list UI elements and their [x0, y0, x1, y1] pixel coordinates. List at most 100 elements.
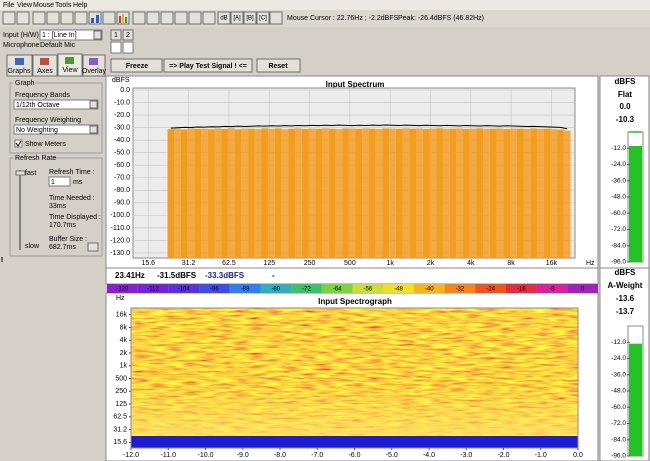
band-bar [301, 128, 309, 258]
band-bar [274, 128, 282, 258]
x-tick-label: 0.0 [573, 452, 583, 459]
slider-thumb[interactable] [15, 170, 26, 176]
channel-box[interactable] [122, 41, 134, 54]
refresh-input[interactable] [48, 176, 71, 187]
band-bar [241, 128, 249, 258]
tab[interactable] [32, 54, 58, 77]
freeze-button[interactable] [110, 58, 163, 73]
tab-label: Overlay [82, 68, 107, 75]
band-bar [201, 128, 208, 258]
tab-label: Axes [37, 68, 53, 75]
menu-item[interactable]: File [3, 2, 14, 9]
band-bar [476, 128, 484, 258]
y-tick-label: 250 [115, 388, 127, 395]
x-tick-label: -7.0 [311, 452, 323, 459]
channel-label: 1 [114, 32, 118, 39]
y-tick-label: -70.0 [114, 175, 130, 182]
tab[interactable] [6, 54, 33, 77]
field-label: Refresh Time : [49, 169, 95, 176]
y-tick-label: -50.0 [114, 150, 130, 157]
colorbar-cell [567, 284, 598, 293]
dropdown-arrow[interactable] [93, 30, 102, 40]
input-select[interactable] [39, 29, 103, 41]
chart-title: Input Spectrum [326, 80, 385, 89]
weighting-select[interactable] [13, 124, 99, 135]
toolbar-icons[interactable] [2, 11, 283, 25]
band-bar [436, 128, 443, 258]
bands-select[interactable] [13, 99, 99, 110]
meter-unit: dBFS [615, 77, 637, 86]
x-tick-label: 15.6 [141, 260, 155, 267]
y-tick-label: -30.0 [114, 124, 130, 131]
mic-value: Default Mic [40, 42, 76, 49]
band-bar [469, 128, 477, 258]
y-tick-label: 2k [120, 350, 128, 357]
meter-tick-label: -72.0 [611, 226, 626, 233]
meter-tick-label: -24.0 [611, 355, 626, 362]
band-bar [180, 129, 188, 258]
meter-tick-label: -60.0 [611, 210, 626, 217]
toolbar-button[interactable] [256, 11, 270, 25]
menu-item[interactable]: View [17, 2, 33, 9]
y-tick-label: 62.5 [113, 414, 127, 421]
band-bar [510, 128, 517, 258]
band-bar [288, 128, 296, 258]
x-tick-label: -10.0 [198, 452, 214, 459]
band-bar [328, 128, 336, 258]
checkbox[interactable] [14, 139, 23, 148]
tab-selected[interactable] [57, 53, 83, 77]
band-bar [503, 129, 511, 258]
band-bar [563, 130, 571, 258]
tab-label: View [62, 67, 78, 74]
readout-frequency: 23.41Hz [115, 271, 145, 280]
toolbar-button[interactable] [217, 11, 231, 25]
group-title-bg [13, 80, 35, 86]
y-tick-label: -20.0 [114, 112, 130, 119]
tab[interactable] [82, 54, 106, 77]
tab-label: Graphs [8, 68, 31, 75]
slider-label: slow [25, 243, 40, 250]
band-bar [429, 128, 437, 258]
x-tick-label: 16k [546, 260, 558, 267]
y-tick-label: 500 [115, 375, 127, 382]
meter-tick-label: -24.0 [611, 161, 626, 168]
band-bar [536, 128, 544, 258]
colorbar-label: -104 [178, 287, 191, 293]
meter-unit: dBFS [615, 268, 637, 277]
colorbar-label: -120 [116, 287, 129, 293]
colorbar-label: -8 [549, 287, 555, 293]
colorbar-cell [444, 284, 476, 293]
small-button[interactable] [87, 242, 99, 252]
channel-button[interactable] [110, 29, 122, 41]
meter-tick-label: -84.0 [611, 436, 626, 443]
meter-title: A-Weight [608, 281, 643, 290]
group-title-bg [13, 155, 53, 161]
colorbar-label: -16 [517, 287, 526, 293]
colorbar-label: -72 [302, 287, 311, 293]
band-bar [167, 129, 175, 258]
x-tick-label: 500 [344, 260, 356, 267]
play-button[interactable] [163, 58, 253, 73]
channel-box[interactable] [110, 41, 122, 54]
colorbar-cell [413, 284, 445, 293]
menu-item[interactable]: Help [73, 2, 88, 9]
channel-button[interactable] [122, 29, 134, 41]
toolbar-button[interactable] [243, 11, 257, 25]
toolbar-button[interactable] [230, 11, 244, 25]
colorbar-label: -40 [425, 287, 434, 293]
band-bar [489, 128, 497, 258]
dropdown-arrow[interactable] [89, 100, 98, 109]
menu-item[interactable]: Mouse [33, 2, 54, 9]
menu-item[interactable]: Tools [55, 2, 72, 9]
meter-tick-label: -60.0 [611, 404, 626, 411]
band-bar [402, 128, 410, 258]
dropdown-arrow[interactable] [89, 125, 98, 134]
band-bar [456, 128, 464, 258]
meter-reading: -13.7 [616, 307, 635, 316]
colorbar-label: -24 [486, 287, 495, 293]
band-bar [483, 128, 490, 258]
reset-button[interactable] [256, 58, 301, 73]
x-tick-label: -6.0 [348, 452, 360, 459]
readout-level: -31.5dBFS [157, 271, 197, 280]
